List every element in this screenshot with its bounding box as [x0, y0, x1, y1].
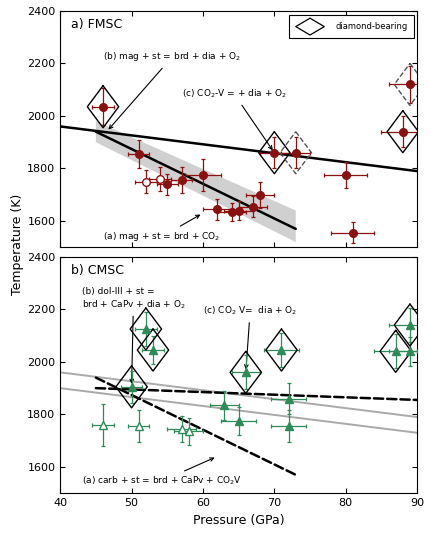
- Text: diamond-bearing: diamond-bearing: [335, 22, 407, 31]
- Text: b) CMSC: b) CMSC: [71, 264, 124, 277]
- Text: a) FMSC: a) FMSC: [71, 18, 122, 31]
- Text: (a) carb + st = brd + CaPv + CO$_2$V: (a) carb + st = brd + CaPv + CO$_2$V: [82, 458, 242, 487]
- Polygon shape: [96, 121, 296, 242]
- FancyBboxPatch shape: [289, 15, 414, 38]
- X-axis label: Pressure (GPa): Pressure (GPa): [193, 514, 285, 527]
- Text: (b) dol-III + st =
brd + CaPv + dia + O$_2$: (b) dol-III + st = brd + CaPv + dia + O$…: [82, 287, 185, 383]
- Text: (b) mag + st = brd + dia + O$_2$: (b) mag + st = brd + dia + O$_2$: [103, 50, 241, 128]
- Text: (c) CO$_2$-V = + dia + O$_2$: (c) CO$_2$-V = + dia + O$_2$: [181, 88, 287, 150]
- Text: Temperature (K): Temperature (K): [11, 193, 24, 294]
- Text: (c) CO$_2$ V=  dia + O$_2$: (c) CO$_2$ V= dia + O$_2$: [203, 305, 298, 369]
- Text: (a) mag + st = brd + CO$_2$: (a) mag + st = brd + CO$_2$: [103, 215, 221, 243]
